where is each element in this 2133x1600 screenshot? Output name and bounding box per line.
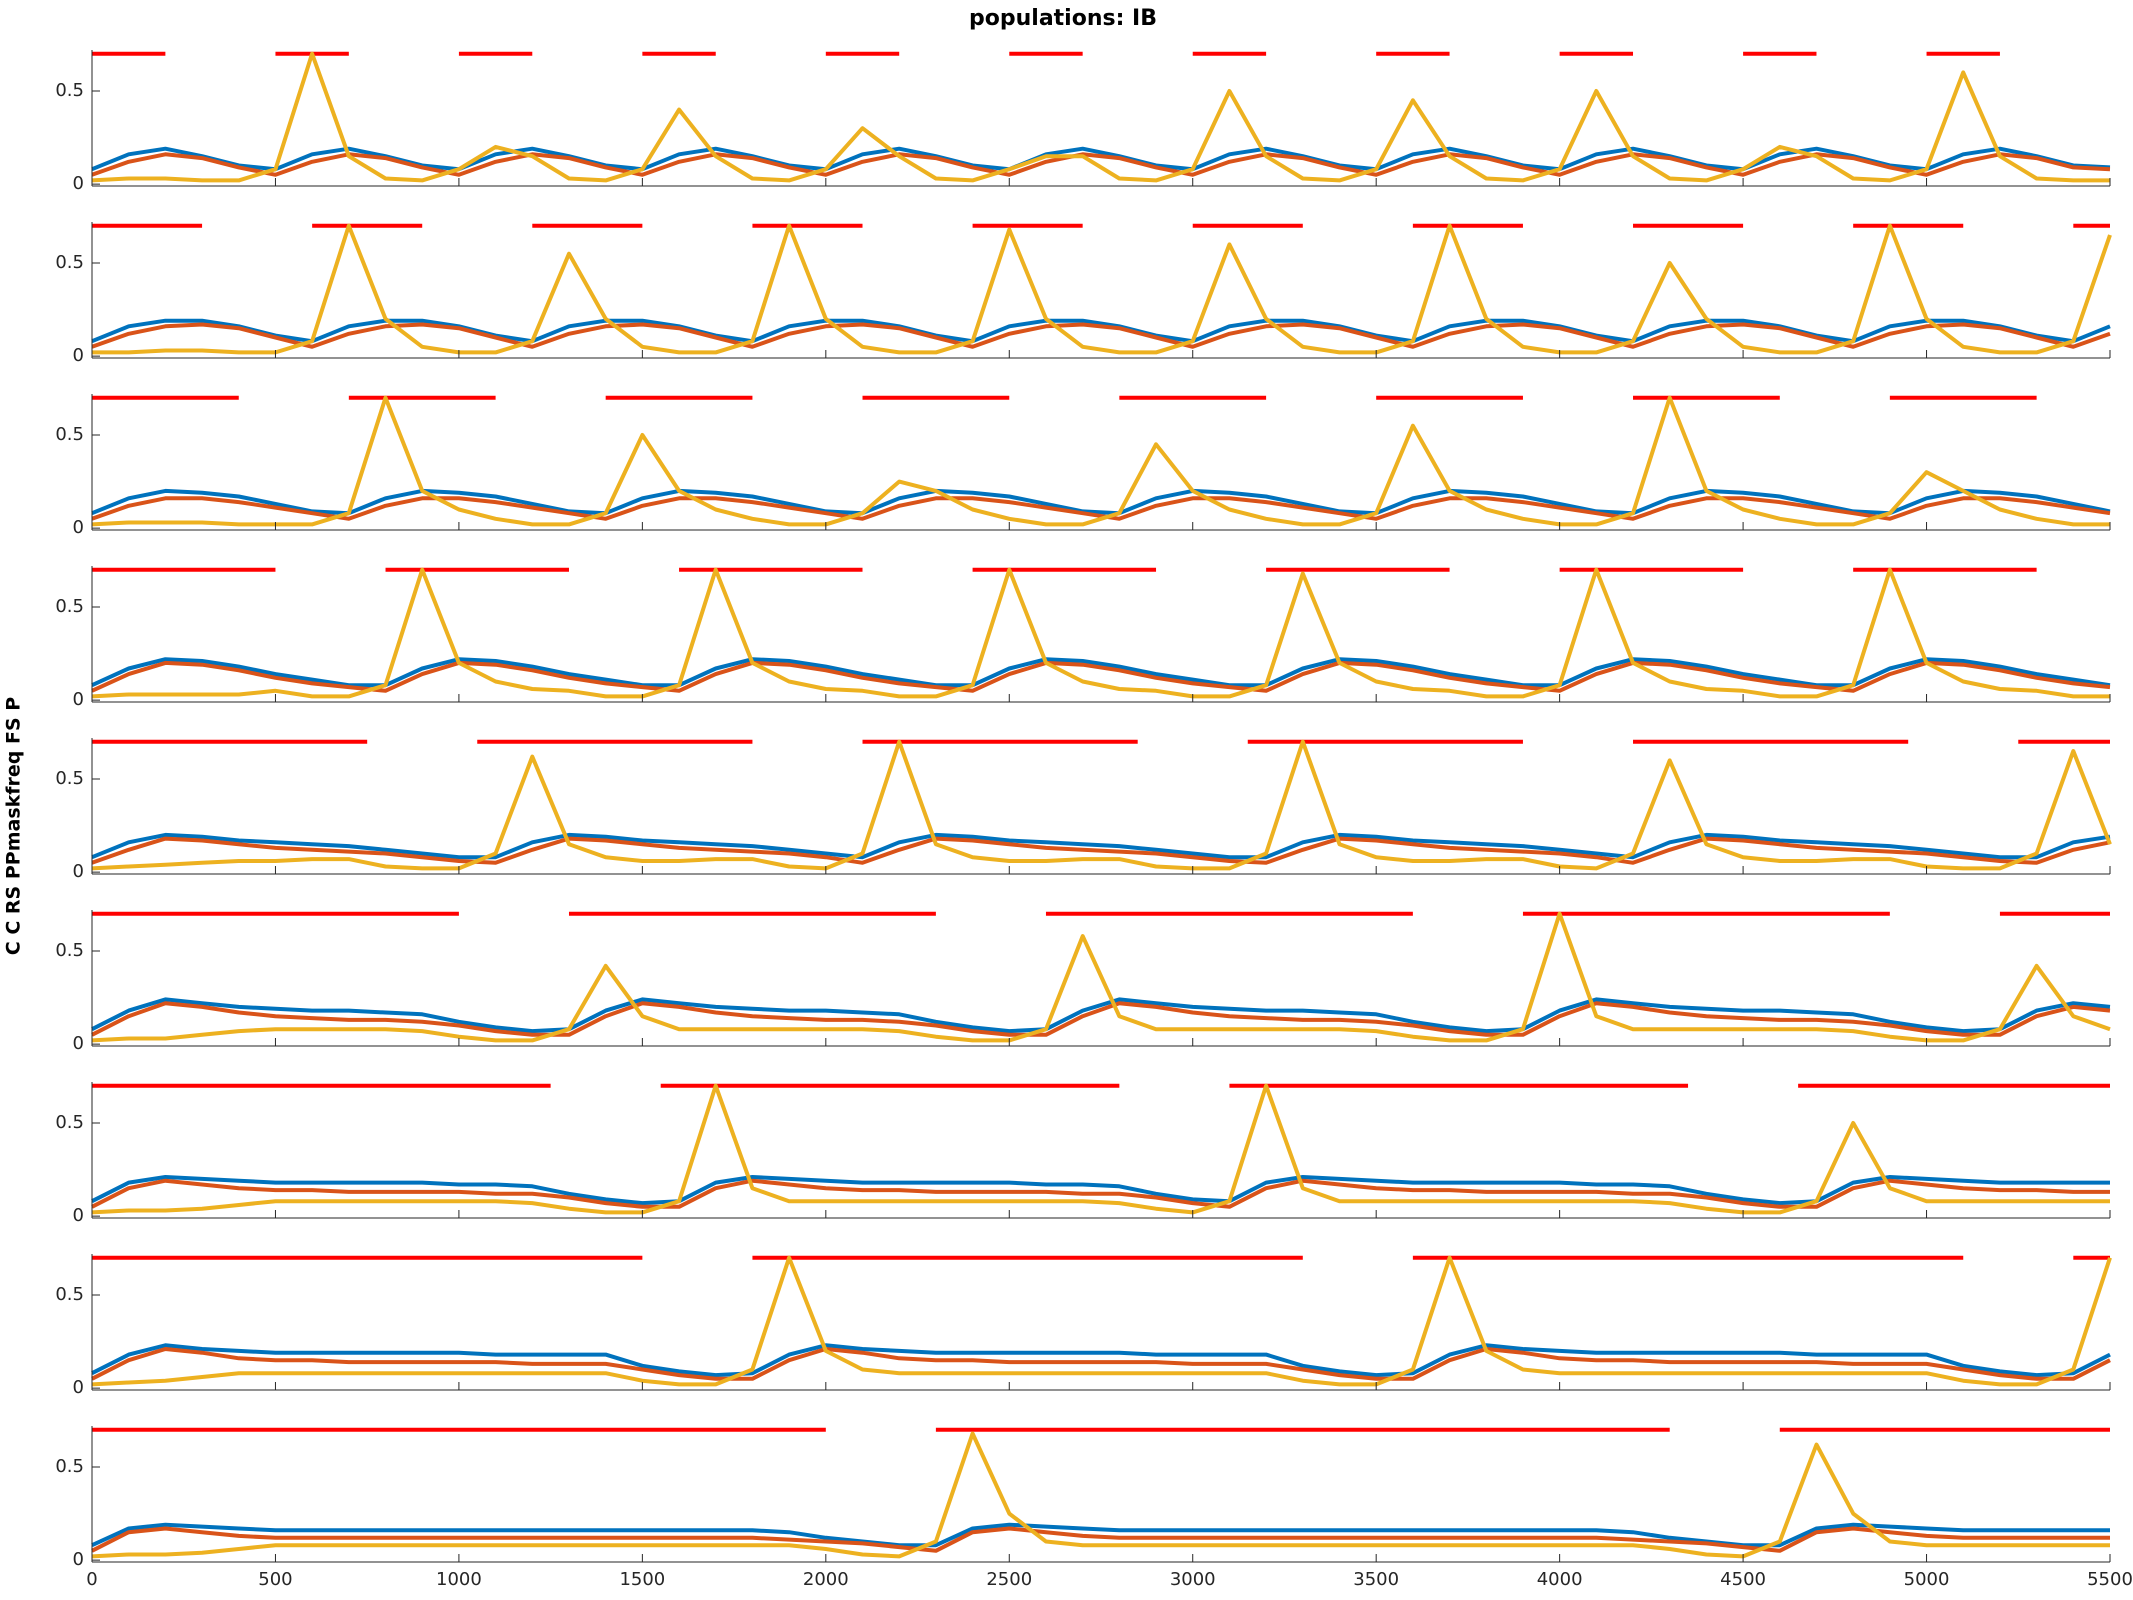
data-line	[91, 322, 2111, 349]
y-tick-label: 0	[73, 1033, 84, 1054]
y-tick-label: 0	[73, 1205, 84, 1226]
y-tick-label: 0	[73, 861, 84, 882]
panel: 00.5	[55, 1082, 2111, 1226]
data-line	[91, 152, 2111, 177]
data-line	[91, 1255, 2112, 1387]
y-tick-label: 0	[73, 345, 84, 366]
data-line	[91, 318, 2111, 344]
data-line	[91, 657, 2111, 688]
y-tick-label: 0.5	[55, 940, 84, 961]
data-line	[91, 660, 2111, 693]
y-tick-label: 0	[73, 173, 84, 194]
data-line	[91, 1175, 2110, 1206]
y-tick-label: 0.5	[55, 80, 84, 101]
data-line	[91, 1083, 2110, 1215]
x-tick-label: 3000	[1170, 1569, 1216, 1590]
y-tick-label: 0	[73, 1377, 84, 1398]
panel: 00.5	[55, 50, 2111, 194]
data-line	[91, 1343, 2111, 1378]
y-tick-label: 0.5	[55, 596, 84, 617]
x-tick-label: 4000	[1537, 1569, 1583, 1590]
panel: 00.5	[55, 910, 2111, 1054]
y-tick-label: 0.5	[55, 424, 84, 445]
panel: 00.5	[55, 394, 2111, 538]
y-tick-label: 0.5	[55, 1284, 84, 1305]
x-tick-label: 0	[86, 1569, 97, 1590]
data-line	[91, 395, 2110, 527]
x-tick-label: 5500	[2087, 1569, 2133, 1590]
data-line	[92, 223, 2112, 355]
data-line	[91, 836, 2111, 865]
y-tick-label: 0.5	[55, 768, 84, 789]
data-line	[91, 1431, 2110, 1559]
data-line	[91, 1001, 2111, 1037]
data-line	[91, 1526, 2110, 1553]
panel: 0 0.5 0 500 1000 1500 2000 2500 3000 3500 4000 4500…	[55, 1426, 2133, 1590]
y-tick-label: 0	[73, 517, 84, 538]
x-tick-label: 1000	[436, 1569, 482, 1590]
data-line	[91, 832, 2111, 860]
y-tick-label: 0.5	[55, 1112, 84, 1133]
x-tick-label: 500	[258, 1569, 292, 1590]
data-line	[91, 739, 2112, 871]
chart-title: populations: IB	[969, 6, 1157, 31]
y-tick-label: 0	[73, 689, 84, 710]
data-line	[91, 496, 2111, 521]
data-line	[91, 146, 2111, 172]
x-tick-label: 2000	[803, 1569, 849, 1590]
panel: 00.5	[55, 566, 2111, 710]
x-tick-label: 5000	[1904, 1569, 1950, 1590]
y-axis-label: C C RS PPmaskfreq FS P	[3, 697, 25, 955]
data-line	[91, 997, 2111, 1034]
data-line	[91, 51, 2110, 183]
data-line	[91, 1178, 2110, 1209]
panel: 00.5	[55, 1254, 2112, 1398]
panel: 00.5	[55, 222, 2112, 366]
data-line	[91, 1347, 2111, 1381]
data-line	[91, 911, 2111, 1043]
panel: 00.5	[55, 738, 2112, 882]
y-tick-label: 0.5	[55, 1456, 84, 1477]
data-line	[91, 567, 2110, 699]
data-line	[91, 488, 2111, 516]
x-tick-label: 3500	[1353, 1569, 1399, 1590]
y-tick-label: 0.5	[55, 252, 84, 273]
y-tick-label: 0	[73, 1549, 84, 1570]
x-tick-label: 1500	[619, 1569, 665, 1590]
x-tick-label: 2500	[986, 1569, 1032, 1590]
x-tick-label: 4500	[1720, 1569, 1766, 1590]
